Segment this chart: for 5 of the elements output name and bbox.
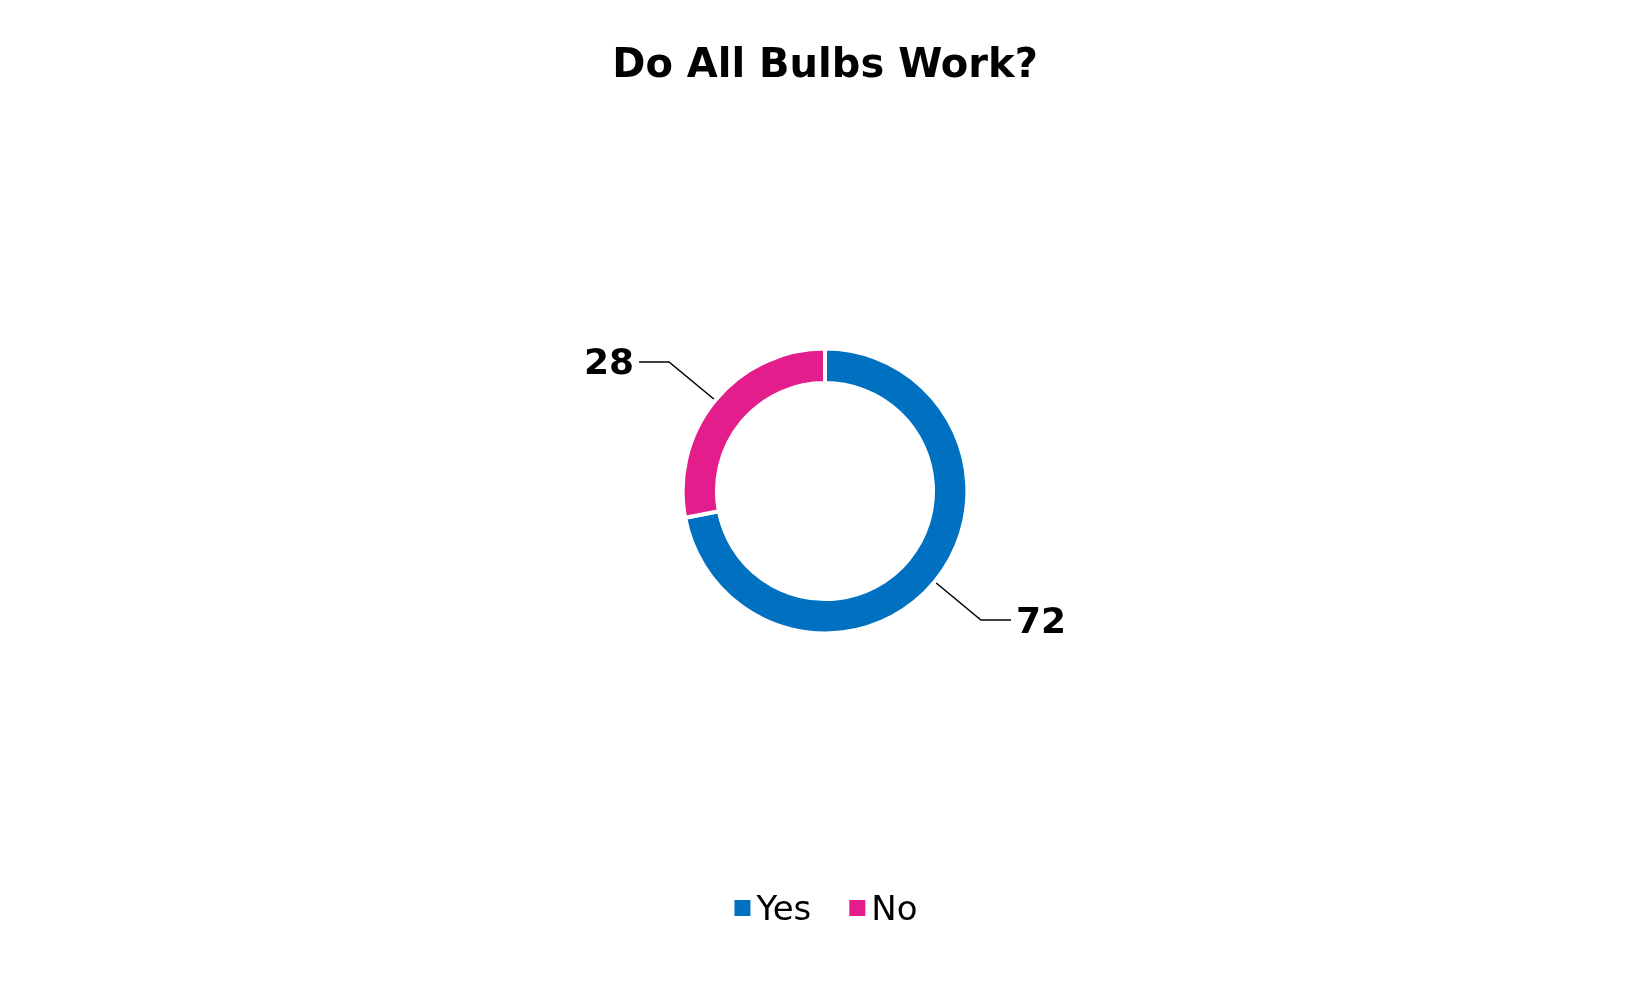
- legend-label: Yes: [755, 888, 812, 928]
- data-label: 72: [1015, 599, 1067, 641]
- chart-title: Do All Bulbs Work?: [612, 40, 1038, 86]
- legend-label: No: [871, 888, 918, 928]
- data-label: 28: [583, 341, 635, 383]
